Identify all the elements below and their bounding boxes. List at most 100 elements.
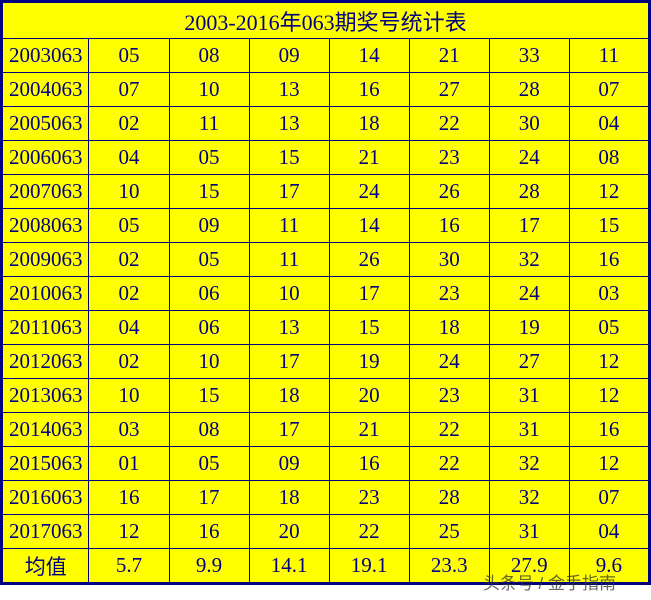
avg-cell: 5.7 — [89, 549, 169, 584]
number-cell: 17 — [249, 175, 329, 209]
number-cell: 01 — [89, 447, 169, 481]
number-cell: 07 — [89, 73, 169, 107]
avg-cell: 19.1 — [329, 549, 409, 584]
period-cell: 2014063 — [2, 413, 89, 447]
number-cell: 15 — [169, 379, 249, 413]
avg-row: 均值5.79.914.119.123.327.99.6 — [2, 549, 650, 584]
number-cell: 21 — [329, 413, 409, 447]
number-cell: 26 — [329, 243, 409, 277]
number-cell: 17 — [329, 277, 409, 311]
number-cell: 24 — [329, 175, 409, 209]
number-cell: 05 — [89, 39, 169, 73]
table-container: 2003-2016年063期奖号统计表 20030630508091421331… — [0, 0, 651, 600]
number-cell: 22 — [409, 447, 489, 481]
number-cell: 02 — [89, 345, 169, 379]
number-cell: 03 — [569, 277, 649, 311]
number-cell: 18 — [249, 481, 329, 515]
number-cell: 07 — [569, 73, 649, 107]
number-cell: 17 — [249, 413, 329, 447]
number-cell: 11 — [569, 39, 649, 73]
number-cell: 20 — [329, 379, 409, 413]
number-cell: 20 — [249, 515, 329, 549]
table-row: 201106304061315181905 — [2, 311, 650, 345]
lottery-table: 2003-2016年063期奖号统计表 20030630508091421331… — [0, 0, 651, 585]
number-cell: 16 — [569, 413, 649, 447]
table-row: 201506301050916223212 — [2, 447, 650, 481]
number-cell: 23 — [409, 379, 489, 413]
number-cell: 09 — [249, 39, 329, 73]
number-cell: 21 — [329, 141, 409, 175]
period-cell: 2007063 — [2, 175, 89, 209]
period-cell: 2006063 — [2, 141, 89, 175]
number-cell: 15 — [249, 141, 329, 175]
table-title: 2003-2016年063期奖号统计表 — [2, 2, 650, 39]
number-cell: 09 — [249, 447, 329, 481]
avg-label: 均值 — [2, 549, 89, 584]
number-cell: 22 — [409, 413, 489, 447]
number-cell: 24 — [489, 277, 569, 311]
number-cell: 18 — [249, 379, 329, 413]
period-cell: 2012063 — [2, 345, 89, 379]
number-cell: 17 — [249, 345, 329, 379]
number-cell: 05 — [569, 311, 649, 345]
number-cell: 32 — [489, 447, 569, 481]
avg-cell: 9.6 — [569, 549, 649, 584]
table-row: 201006302061017232403 — [2, 277, 650, 311]
number-cell: 12 — [569, 345, 649, 379]
number-cell: 10 — [169, 345, 249, 379]
period-cell: 2017063 — [2, 515, 89, 549]
table-row: 201606316171823283207 — [2, 481, 650, 515]
number-cell: 16 — [329, 73, 409, 107]
table-row: 201406303081721223116 — [2, 413, 650, 447]
number-cell: 04 — [89, 141, 169, 175]
number-cell: 14 — [329, 209, 409, 243]
number-cell: 16 — [409, 209, 489, 243]
period-cell: 2008063 — [2, 209, 89, 243]
number-cell: 30 — [409, 243, 489, 277]
number-cell: 32 — [489, 243, 569, 277]
number-cell: 31 — [489, 413, 569, 447]
number-cell: 22 — [329, 515, 409, 549]
table-row: 200406307101316272807 — [2, 73, 650, 107]
number-cell: 18 — [329, 107, 409, 141]
number-cell: 02 — [89, 277, 169, 311]
number-cell: 12 — [569, 175, 649, 209]
number-cell: 05 — [169, 447, 249, 481]
number-cell: 33 — [489, 39, 569, 73]
table-row: 200506302111318223004 — [2, 107, 650, 141]
number-cell: 04 — [89, 311, 169, 345]
number-cell: 23 — [409, 277, 489, 311]
number-cell: 19 — [329, 345, 409, 379]
number-cell: 11 — [169, 107, 249, 141]
number-cell: 22 — [409, 107, 489, 141]
number-cell: 19 — [489, 311, 569, 345]
number-cell: 26 — [409, 175, 489, 209]
number-cell: 31 — [489, 379, 569, 413]
number-cell: 13 — [249, 311, 329, 345]
number-cell: 02 — [89, 107, 169, 141]
avg-cell: 14.1 — [249, 549, 329, 584]
number-cell: 23 — [329, 481, 409, 515]
period-cell: 2013063 — [2, 379, 89, 413]
table-row: 201706312162022253104 — [2, 515, 650, 549]
number-cell: 27 — [489, 345, 569, 379]
table-row: 200906302051126303216 — [2, 243, 650, 277]
number-cell: 10 — [169, 73, 249, 107]
period-cell: 2005063 — [2, 107, 89, 141]
number-cell: 27 — [409, 73, 489, 107]
number-cell: 28 — [489, 73, 569, 107]
number-cell: 02 — [89, 243, 169, 277]
number-cell: 15 — [329, 311, 409, 345]
number-cell: 10 — [89, 175, 169, 209]
number-cell: 05 — [89, 209, 169, 243]
number-cell: 16 — [89, 481, 169, 515]
number-cell: 24 — [489, 141, 569, 175]
number-cell: 08 — [569, 141, 649, 175]
number-cell: 17 — [169, 481, 249, 515]
period-cell: 2016063 — [2, 481, 89, 515]
number-cell: 04 — [569, 515, 649, 549]
table-row: 200306305080914213311 — [2, 39, 650, 73]
number-cell: 03 — [89, 413, 169, 447]
avg-cell: 9.9 — [169, 549, 249, 584]
period-cell: 2004063 — [2, 73, 89, 107]
